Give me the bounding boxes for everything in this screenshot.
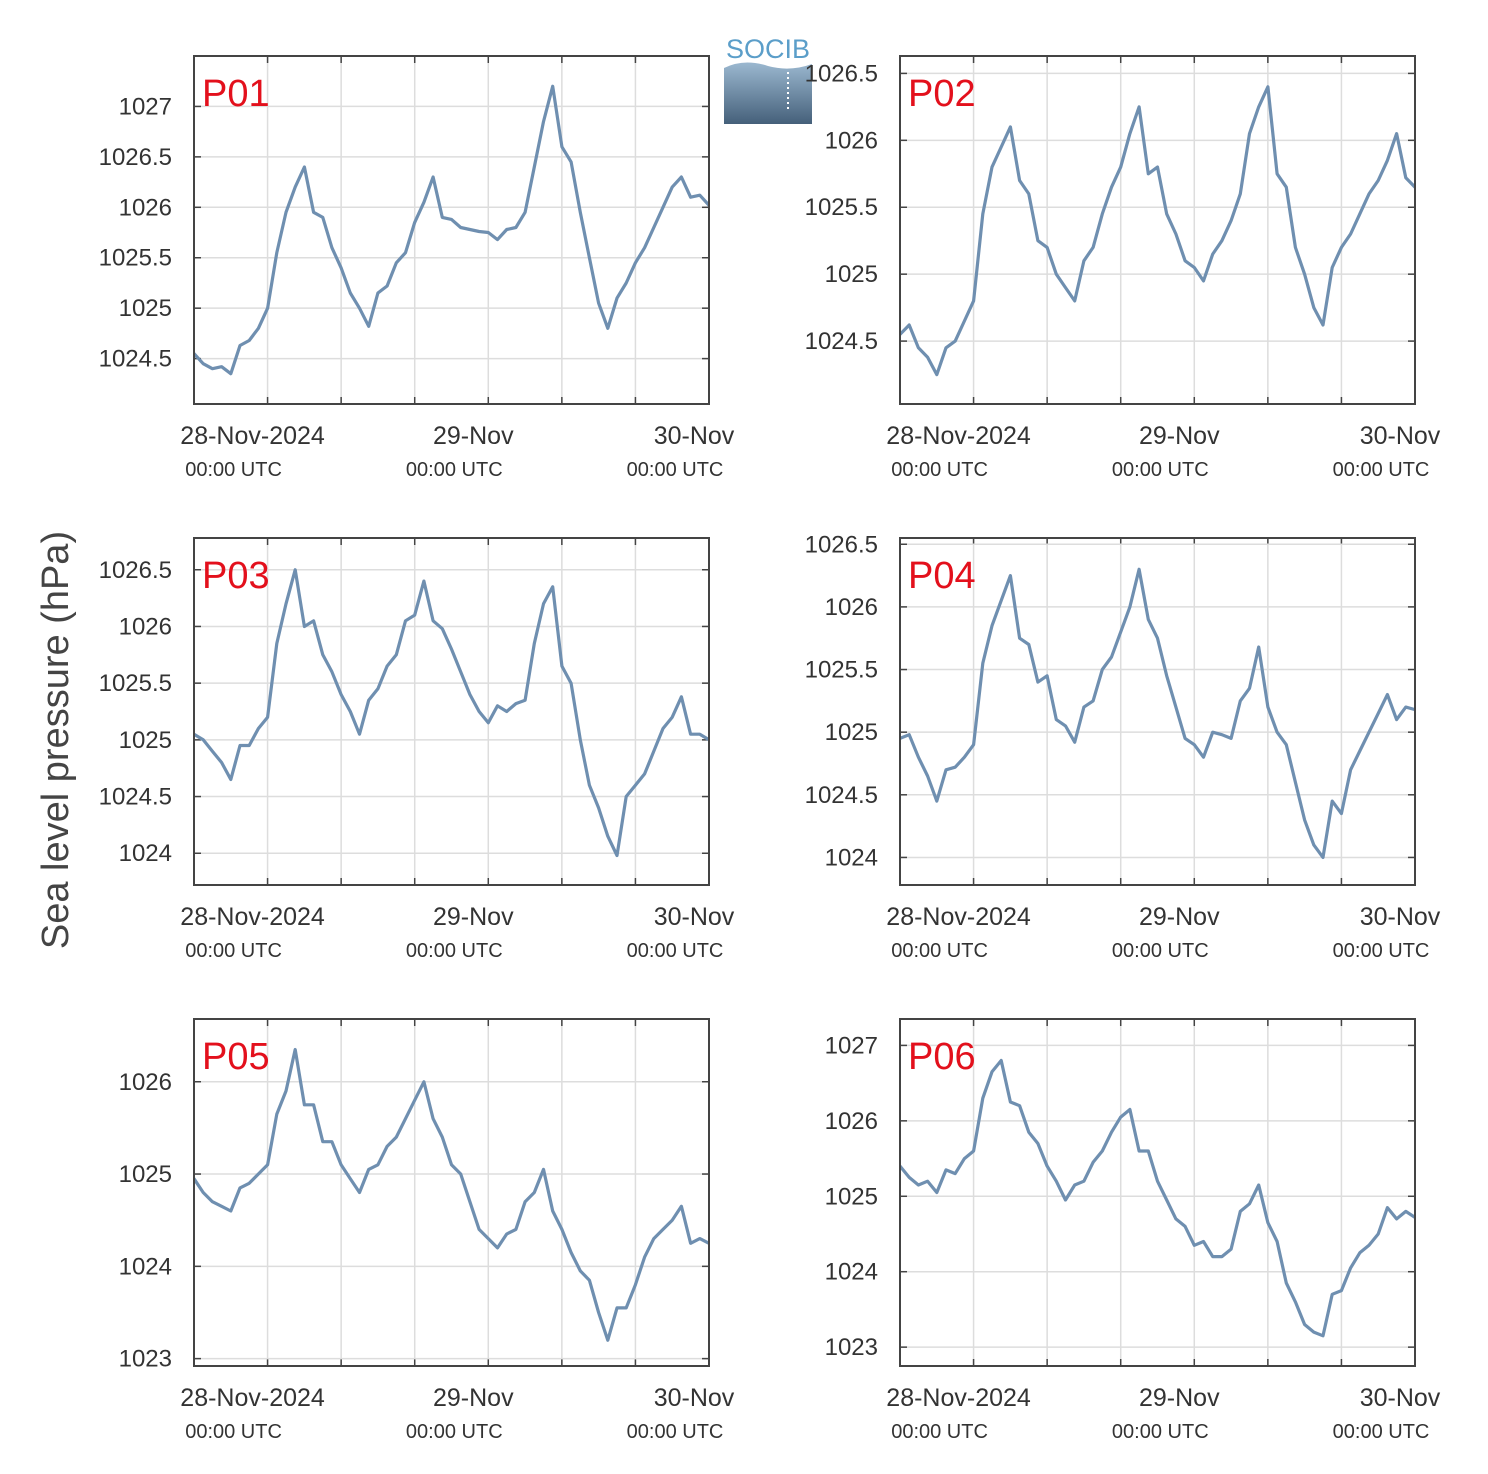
y-tick-label: 1026.5 — [99, 557, 172, 584]
panel-title: P06 — [908, 1036, 976, 1078]
y-tick-label: 1026.5 — [99, 144, 172, 171]
y-tick-label: 1025.5 — [805, 194, 878, 221]
x-tick-date: 29-Nov — [433, 422, 514, 450]
x-tick-date: 29-Nov — [433, 903, 514, 931]
y-tick-label: 1025.5 — [99, 245, 172, 272]
y-tick-label: 1025 — [119, 1161, 172, 1188]
x-tick-time: 00:00 UTC — [1112, 459, 1209, 481]
x-tick-time: 00:00 UTC — [891, 940, 988, 962]
x-tick-date: 28-Nov-2024 — [886, 1384, 1031, 1412]
y-tick-label: 1027 — [119, 93, 172, 120]
x-tick-date: 29-Nov — [433, 1384, 514, 1412]
y-tick-label: 1026 — [119, 1069, 172, 1096]
socib-logo: SOCIB — [724, 34, 812, 124]
panel-title: P01 — [202, 73, 270, 115]
y-tick-label: 1026 — [119, 194, 172, 221]
x-tick-time: 00:00 UTC — [406, 940, 503, 962]
x-tick-date: 30-Nov — [1360, 422, 1441, 450]
series-line-p04 — [900, 567, 1415, 860]
x-tick-date: 30-Nov — [1360, 1384, 1441, 1412]
x-tick-date: 28-Nov-2024 — [180, 422, 325, 450]
x-tick-date: 28-Nov-2024 — [180, 1384, 325, 1412]
x-tick-time: 00:00 UTC — [627, 940, 724, 962]
x-tick-time: 00:00 UTC — [1112, 1421, 1209, 1443]
panel-title: P04 — [908, 555, 976, 597]
panel-title: P02 — [908, 73, 976, 115]
y-tick-label: 1025 — [119, 727, 172, 754]
x-tick-time: 00:00 UTC — [406, 459, 503, 481]
chart-panel-p06: 1023 1024 1025 1026 1027 P06 28-Nov-2024 00:00 … — [825, 1018, 1441, 1443]
y-tick-label: 1024 — [119, 840, 172, 867]
y-tick-label: 1025.5 — [805, 657, 878, 684]
y-tick-label: 1024.5 — [805, 782, 878, 809]
x-tick-date: 29-Nov — [1139, 1384, 1220, 1412]
x-tick-time: 00:00 UTC — [891, 459, 988, 481]
y-tick-label: 1025.5 — [99, 670, 172, 697]
y-tick-label: 1025 — [119, 295, 172, 322]
x-tick-date: 28-Nov-2024 — [886, 903, 1031, 931]
axes-frame — [899, 55, 1416, 405]
x-tick-date: 29-Nov — [1139, 422, 1220, 450]
y-tick-label: 1025 — [825, 1183, 878, 1210]
y-tick-label: 1026.5 — [805, 60, 878, 87]
y-tick-label: 1026.5 — [805, 531, 878, 558]
x-tick-time: 00:00 UTC — [1333, 459, 1430, 481]
chart-panel-p02: 1024.5 1025 1025.5 1026 1026.5 P02 28-Nov-2024… — [805, 55, 1441, 481]
y-tick-label: 1024.5 — [99, 784, 172, 811]
x-tick-time: 00:00 UTC — [1333, 940, 1430, 962]
series-line-p01 — [194, 84, 709, 376]
y-tick-label: 1024.5 — [99, 346, 172, 373]
series-line-p06 — [900, 1058, 1415, 1338]
y-tick-label: 1024 — [825, 1259, 878, 1286]
series-line-p05 — [194, 1047, 709, 1342]
axes-frame — [899, 1018, 1416, 1367]
x-tick-date: 28-Nov-2024 — [180, 903, 325, 931]
x-tick-date: 30-Nov — [1360, 903, 1441, 931]
chart-panel-p03: 1024 1024.5 1025 1025.5 1026 1026.5 P03 28-Nov-… — [99, 537, 735, 962]
shared-ylabel: Sea level pressure (hPa) — [35, 531, 77, 949]
y-tick-label: 1026 — [825, 1108, 878, 1135]
logo-text: SOCIB — [726, 34, 810, 64]
x-tick-time: 00:00 UTC — [627, 459, 724, 481]
x-tick-date: 29-Nov — [1139, 903, 1220, 931]
x-tick-date: 30-Nov — [654, 422, 735, 450]
y-tick-label: 1024.5 — [805, 328, 878, 355]
y-tick-label: 1026 — [825, 594, 878, 621]
series-line-p03 — [194, 568, 709, 858]
x-tick-time: 00:00 UTC — [185, 1421, 282, 1443]
y-tick-label: 1024 — [825, 844, 878, 871]
series-line-p02 — [900, 85, 1415, 377]
logo-wave-icon — [724, 62, 812, 124]
x-tick-date: 30-Nov — [654, 1384, 735, 1412]
x-tick-time: 00:00 UTC — [1112, 940, 1209, 962]
x-tick-time: 00:00 UTC — [185, 940, 282, 962]
x-tick-date: 28-Nov-2024 — [886, 422, 1031, 450]
y-tick-label: 1025 — [825, 719, 878, 746]
panels: 1024.5 1025 1025.5 1026 1026.5 1027 P01 28-Nov-… — [99, 55, 1441, 1443]
chart-panel-p01: 1024.5 1025 1025.5 1026 1026.5 1027 P01 28-Nov-… — [99, 55, 735, 481]
panel-title: P05 — [202, 1036, 270, 1078]
y-tick-label: 1027 — [825, 1032, 878, 1059]
y-tick-label: 1024 — [119, 1253, 172, 1280]
chart-panel-p04: 1024 1024.5 1025 1025.5 1026 1026.5 P04 28-Nov-… — [805, 531, 1441, 962]
x-tick-time: 00:00 UTC — [627, 1421, 724, 1443]
y-tick-label: 1023 — [119, 1346, 172, 1373]
y-tick-label: 1025 — [825, 261, 878, 288]
x-tick-time: 00:00 UTC — [185, 459, 282, 481]
axes-frame — [193, 1018, 710, 1367]
chart-panel-p05: 1023 1024 1025 1026 P05 28-Nov-2024 00:00 UTC 2… — [119, 1018, 735, 1443]
x-tick-time: 00:00 UTC — [1333, 1421, 1430, 1443]
x-tick-date: 30-Nov — [654, 903, 735, 931]
y-tick-label: 1026 — [825, 127, 878, 154]
y-tick-label: 1026 — [119, 613, 172, 640]
axes-frame — [193, 55, 710, 405]
x-tick-time: 00:00 UTC — [406, 1421, 503, 1443]
axes-frame — [899, 537, 1416, 886]
x-tick-time: 00:00 UTC — [891, 1421, 988, 1443]
panel-title: P03 — [202, 555, 270, 597]
y-tick-label: 1023 — [825, 1334, 878, 1361]
axes-frame — [193, 537, 710, 886]
